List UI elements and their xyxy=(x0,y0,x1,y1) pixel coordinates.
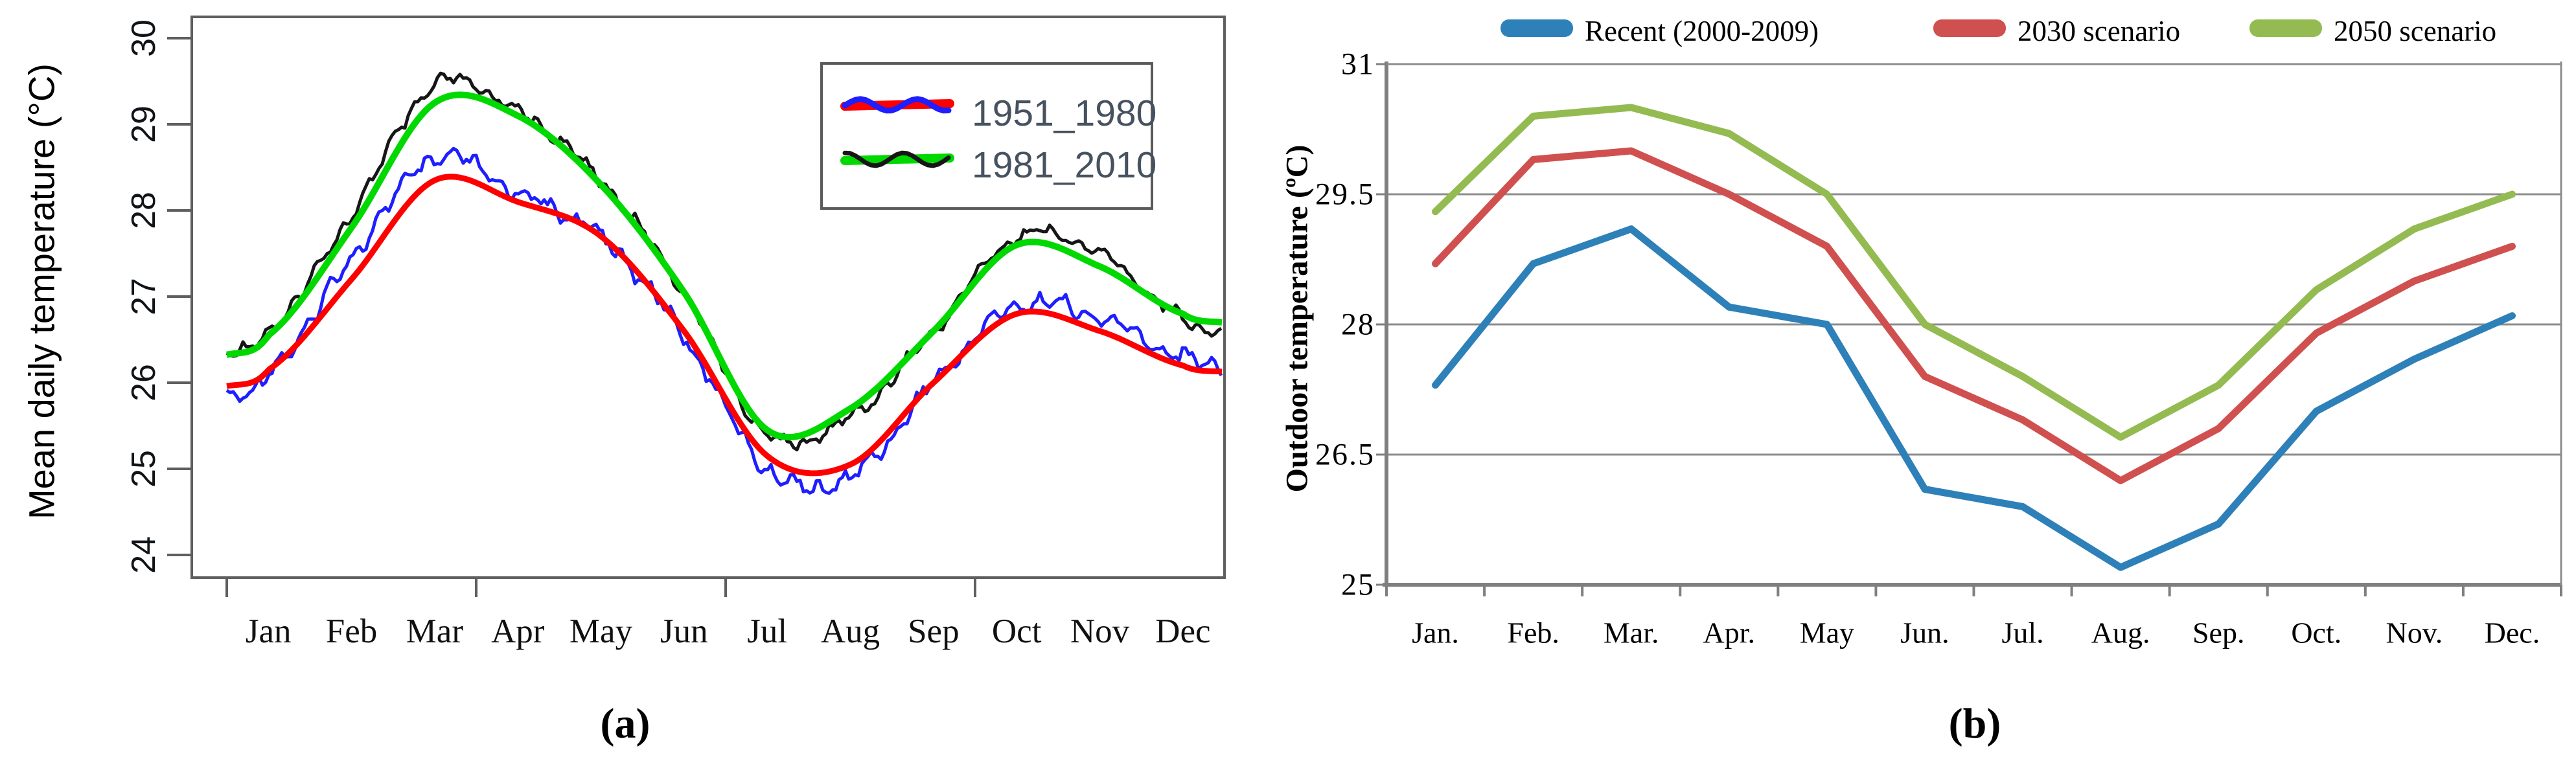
chart-a-x-tick-Nov: Nov xyxy=(1070,613,1130,650)
legend-label-2030: 2030 scenario xyxy=(2018,15,2181,47)
chart-b-y-axis-title: Outdoor temperature (ºC) xyxy=(1280,144,1315,493)
chart-a-x-tick-Apr: Apr xyxy=(490,613,545,650)
chart-a-y-axis-title: Mean daily temperature (°C) xyxy=(21,63,62,519)
chart-a-x-tick-May: May xyxy=(569,613,633,650)
caption-a: (a) xyxy=(600,700,650,747)
chart-a-y-tick-27: 27 xyxy=(125,278,163,315)
chart-b-x-tick-Jul: Jul. xyxy=(2001,616,2044,649)
chart-a-legend-label-1951-1980: 1951_1980 xyxy=(972,93,1157,134)
chart-a-x-tick-Feb: Feb xyxy=(325,613,378,650)
chart-b-y-tick-29.5: 29.5 xyxy=(1315,177,1375,212)
chart-a-legend-line-samples xyxy=(840,96,954,168)
legend-chip-recent xyxy=(1501,19,1573,37)
chart-a-x-tick-Jan: Jan xyxy=(245,613,292,650)
chart-a-legend-label-1981-2010: 1981_2010 xyxy=(972,144,1157,186)
chart-a-x-tick-Dec: Dec xyxy=(1155,613,1211,650)
legend-label-recent: Recent (2000-2009) xyxy=(1585,15,1819,47)
chart-b-x-tick-Apr: Apr. xyxy=(1703,616,1756,649)
chart-b-y-tick-31: 31 xyxy=(1341,47,1375,82)
chart-a-x-tick-Sep: Sep xyxy=(908,613,960,650)
legend-chip-2050 xyxy=(2249,19,2322,37)
chart-a-x-tick-Mar: Mar xyxy=(406,613,463,650)
chart-a-x-tick-Oct: Oct xyxy=(991,613,1042,650)
chart-b-y-tick-28: 28 xyxy=(1341,307,1375,342)
chart-b-x-tick-Sep: Sep. xyxy=(2192,616,2245,649)
chart-a-y-tick-24: 24 xyxy=(125,536,163,574)
chart-a-y-tick-30: 30 xyxy=(125,19,163,57)
chart-b-x-tick-May: May xyxy=(1799,616,1855,649)
chart-a-legend: 1951_1980 1981_2010 xyxy=(820,62,1157,210)
chart-b-x-tick-Aug: Aug. xyxy=(2091,616,2150,649)
caption-b: (b) xyxy=(1948,700,2001,747)
chart-b-x-tick-Mar: Mar. xyxy=(1603,616,1659,649)
chart-b-x-tick-Nov: Nov. xyxy=(2386,616,2443,649)
chart-b-y-tick-25: 25 xyxy=(1341,567,1375,602)
chart-a-y-tick-28: 28 xyxy=(125,192,163,229)
chart-b-x-tick-Jan: Jan. xyxy=(1412,616,1459,649)
chart-a-y-tick-25: 25 xyxy=(125,450,163,488)
chart-a-y-tick-26: 26 xyxy=(125,364,163,401)
legend-label-2050: 2050 scenario xyxy=(2334,15,2497,47)
chart-b-x-tick-Feb: Feb. xyxy=(1507,616,1559,649)
chart-b-x-tick-Oct: Oct. xyxy=(2291,616,2342,649)
chart-b-y-tick-26.5: 26.5 xyxy=(1315,437,1375,472)
legend-chip-2030 xyxy=(1933,19,2006,37)
chart-a-x-tick-Jul: Jul xyxy=(747,613,788,650)
chart-b-x-tick-Dec: Dec. xyxy=(2484,616,2540,649)
chart-b-x-tick-Jun: Jun. xyxy=(1900,616,1949,649)
chart-a-y-tick-29: 29 xyxy=(125,106,163,143)
chart-a-x-tick-Jun: Jun xyxy=(660,613,708,650)
chart-a-x-tick-Aug: Aug xyxy=(820,613,880,650)
